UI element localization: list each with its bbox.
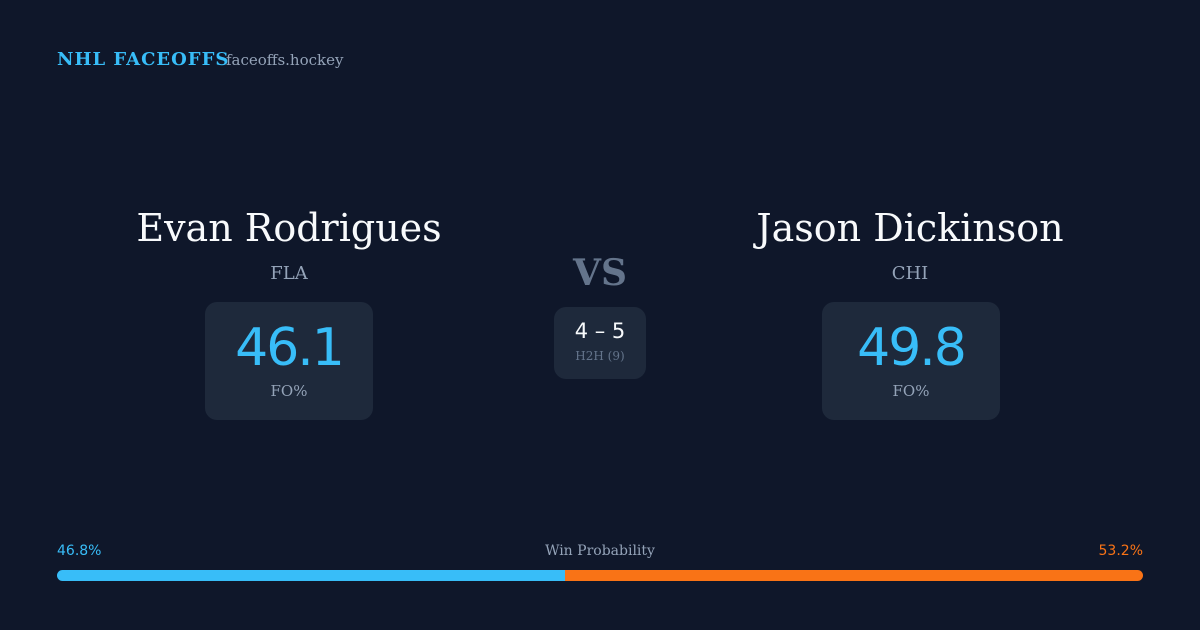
fo-pct: 46.1 — [235, 318, 345, 378]
win-prob-right: 53.2% — [1098, 543, 1143, 559]
vs: VS — [573, 252, 627, 294]
fo-box: 49.8 FO% — [822, 302, 1000, 420]
win-prob-left: 46.8% — [57, 543, 102, 559]
fo-label: FO% — [270, 382, 308, 400]
player-team: CHI — [891, 263, 929, 284]
brand: NHL FACEOFFS — [57, 49, 230, 70]
win-prob-title: Win Probability — [545, 543, 655, 559]
h2h-label: H2H (9) — [575, 349, 625, 363]
fo-pct: 49.8 — [857, 318, 967, 378]
h2h-box: 4 – 5 H2H (9) — [554, 307, 646, 379]
win-prob-left-segment — [57, 570, 566, 581]
win-prob-right-segment — [565, 570, 1143, 581]
player-name: Jason Dickinson — [756, 206, 1064, 250]
fo-box: 46.1 FO% — [205, 302, 373, 420]
fo-label: FO% — [892, 382, 930, 400]
player-name: Evan Rodrigues — [136, 206, 442, 250]
h2h-score: 4 – 5 — [574, 319, 626, 343]
site: faceoffs.hockey — [226, 51, 344, 69]
player-team: FLA — [270, 263, 308, 284]
win-prob-bar — [57, 570, 1143, 581]
